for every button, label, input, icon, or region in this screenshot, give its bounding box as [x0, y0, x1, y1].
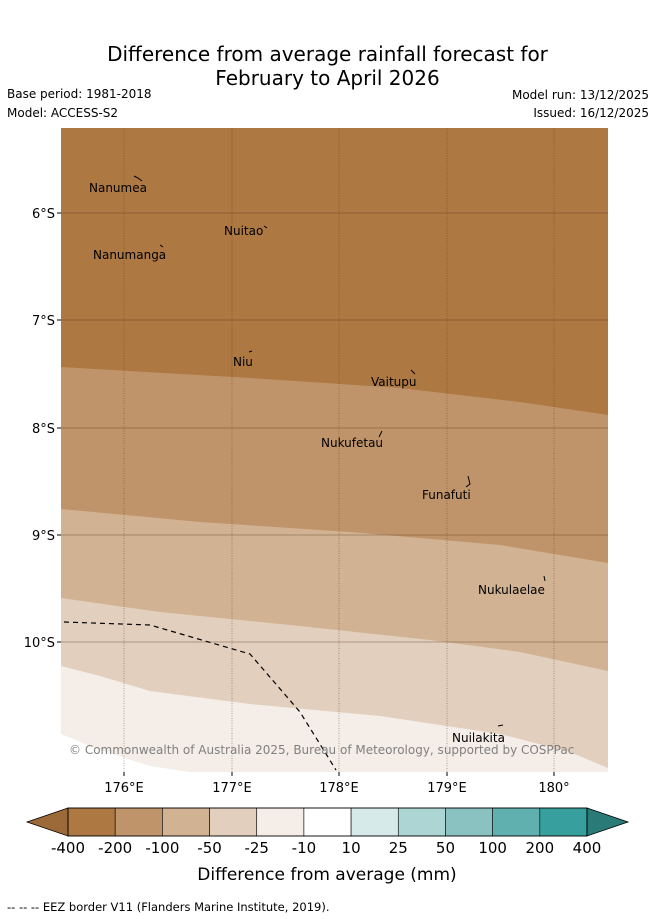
- base-period: Base period: 1981-2018: [7, 87, 152, 101]
- title-line-1: Difference from average rainfall forecas…: [107, 42, 548, 66]
- colorbar-tick-label: -10: [292, 839, 317, 857]
- colorbar-over-arrow: [586, 807, 630, 837]
- colorbar-swatch: [114, 807, 163, 837]
- lon-label-178e: 178°E: [319, 781, 359, 796]
- issued-date: Issued: 16/12/2025: [533, 106, 649, 120]
- lon-label-180: 180°: [538, 781, 569, 796]
- island-label-nuitao: Nuitao: [224, 224, 263, 238]
- colorbar: -400 -200 -100 -50 -25 -10 10 25 50 100 200 400 Dif…: [25, 807, 630, 885]
- island-labels: Nanumea Nuitao Nanumanga Niu Vaitupu Nuk…: [89, 181, 545, 745]
- colorbar-tick-label: 200: [525, 839, 554, 857]
- band-neutral: [61, 734, 190, 772]
- lon-label-176e: 176°E: [104, 781, 144, 796]
- colorbar-tick-label: 400: [573, 839, 602, 857]
- colorbar-swatch: [67, 807, 116, 837]
- lat-label-6s: 6°S: [32, 207, 55, 222]
- colorbar-tick-labels: -400 -200 -100 -50 -25 -10 10 25 50 100 200 400: [51, 839, 601, 857]
- colorbar-tick-label: 10: [342, 839, 361, 857]
- colorbar-swatch: [162, 807, 210, 837]
- island-label-funafuti: Funafuti: [422, 488, 471, 502]
- island-label-vaitupu: Vaitupu: [371, 375, 417, 389]
- island-shapes: [133, 175, 546, 727]
- band-25-10: [61, 666, 608, 772]
- colorbar-swatch: [256, 807, 305, 837]
- longitude-axis: 176°E 177°E 178°E 179°E 180°: [104, 772, 570, 796]
- model-run: Model run: 13/12/2025: [511, 88, 649, 102]
- lat-label-8s: 8°S: [32, 422, 55, 437]
- island-label-niu: Niu: [233, 355, 253, 369]
- latitude-axis: 6°S 7°S 8°S 9°S 10°S: [24, 207, 61, 651]
- colorbar-tick-label: 25: [389, 839, 408, 857]
- colorbar-swatch: [539, 807, 588, 837]
- lat-label-10s: 10°S: [24, 636, 55, 651]
- colorbar-frame: [67, 807, 588, 837]
- eez-border-footnote: -- -- -- EEZ border V11 (Flanders Marine…: [7, 900, 330, 914]
- title-line-2: February to April 2026: [215, 66, 440, 90]
- colorbar-swatch: [209, 807, 258, 837]
- colorbar-swatch: [350, 807, 399, 837]
- colorbar-tick-label: 50: [436, 839, 455, 857]
- colorbar-label: Difference from average (mm): [197, 865, 456, 885]
- map-area: Nanumea Nuitao Nanumanga Niu Vaitupu Nuk…: [61, 128, 608, 772]
- colorbar-swatch: [445, 807, 493, 837]
- island-label-nanumanga: Nanumanga: [93, 248, 166, 262]
- colorbar-boxes: [67, 807, 588, 837]
- lon-label-179e: 179°E: [427, 781, 467, 796]
- colorbar-swatch: [303, 807, 352, 837]
- copyright-notice: © Commonwealth of Australia 2025, Bureau…: [69, 743, 574, 757]
- lat-label-7s: 7°S: [32, 314, 55, 329]
- island-label-nukulaelae: Nukulaelae: [478, 583, 545, 597]
- lon-label-177e: 177°E: [212, 781, 252, 796]
- colorbar-tick-label: -200: [98, 839, 132, 857]
- island-label-nukufetau: Nukufetau: [321, 436, 383, 450]
- island-label-nanumea: Nanumea: [89, 181, 147, 195]
- lat-label-9s: 9°S: [32, 529, 55, 544]
- latitude-lines: [61, 212, 608, 643]
- eez-border: [63, 621, 337, 771]
- colorbar-tick-label: -100: [145, 839, 179, 857]
- colorbar-swatch: [492, 807, 541, 837]
- colorbar-under-arrow: [25, 807, 69, 837]
- model-name: Model: ACCESS-S2: [7, 106, 119, 120]
- colorbar-swatch: [397, 807, 446, 837]
- colorbar-tick-label: 100: [478, 839, 507, 857]
- island-label-nuilakita: Nuilakita: [452, 731, 505, 745]
- colorbar-tick-label: -50: [197, 839, 222, 857]
- colorbar-tick-label: -25: [244, 839, 269, 857]
- colorbar-tick-label: -400: [51, 839, 85, 857]
